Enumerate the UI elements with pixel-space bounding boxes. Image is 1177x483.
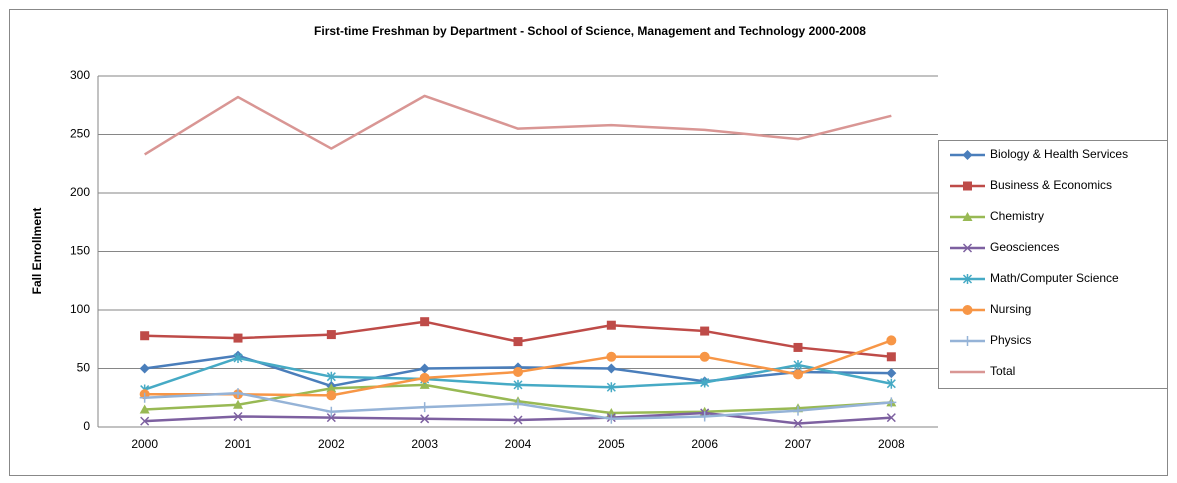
x-tick-label: 2002 (318, 437, 345, 451)
legend-label: Chemistry (990, 209, 1044, 223)
marker (793, 359, 803, 370)
marker (233, 388, 243, 399)
marker (606, 363, 617, 374)
y-tick-label: 150 (70, 244, 90, 258)
marker (233, 352, 243, 363)
legend-label: Biology & Health Services (990, 147, 1128, 161)
marker (962, 274, 973, 284)
y-tick-label: 300 (70, 68, 90, 82)
marker (793, 342, 803, 352)
chart-title: First-time Freshman by Department - Scho… (314, 24, 866, 38)
marker (699, 411, 710, 422)
marker (700, 326, 710, 336)
marker (419, 372, 430, 383)
y-tick-label: 200 (70, 185, 90, 199)
x-tick-label: 2004 (505, 437, 532, 451)
y-tick-label: 50 (77, 361, 91, 375)
legend-label: Math/Computer Science (990, 271, 1119, 285)
marker (419, 363, 430, 374)
x-tick-label: 2001 (225, 437, 252, 451)
marker (606, 382, 616, 393)
marker (606, 351, 617, 362)
marker (962, 212, 973, 221)
marker (419, 402, 430, 413)
marker (606, 413, 617, 424)
marker (513, 415, 523, 425)
marker (513, 379, 523, 390)
marker (513, 398, 523, 409)
x-tick-label: 2007 (785, 437, 812, 451)
marker (233, 399, 243, 409)
marker (420, 414, 430, 424)
x-tick-label: 2008 (878, 437, 905, 451)
marker (513, 367, 523, 378)
marker (962, 243, 973, 253)
x-tick-label: 2003 (411, 437, 438, 451)
marker (326, 390, 337, 401)
marker (963, 181, 972, 191)
y-tick-label: 250 (70, 127, 90, 141)
marker (886, 413, 896, 423)
marker (326, 330, 336, 340)
legend-box (938, 140, 1168, 389)
marker (326, 406, 337, 417)
marker (793, 369, 803, 380)
legend-label: Total (990, 364, 1015, 378)
legend-label: Business & Economics (990, 178, 1112, 192)
x-tick-label: 2006 (691, 437, 718, 451)
marker (886, 368, 897, 379)
x-tick-label: 2000 (131, 437, 158, 451)
marker (140, 416, 150, 426)
marker (419, 379, 430, 389)
marker (962, 150, 973, 160)
y-tick-label: 0 (83, 419, 90, 433)
marker (233, 411, 243, 422)
legend-label: Physics (990, 333, 1031, 347)
legend-label: Geosciences (990, 240, 1059, 254)
marker (886, 352, 896, 362)
marker (139, 392, 150, 403)
marker (140, 331, 150, 341)
marker (326, 383, 337, 393)
marker (139, 404, 150, 414)
marker (326, 371, 336, 382)
marker (962, 305, 973, 315)
x-tick-label: 2005 (598, 437, 625, 451)
marker (699, 351, 710, 362)
marker (513, 337, 523, 347)
legend-label: Nursing (990, 302, 1031, 316)
marker (962, 336, 973, 346)
marker (606, 320, 616, 330)
y-axis-label: Fall Enrollment (30, 208, 44, 295)
marker (700, 377, 710, 388)
marker (886, 378, 896, 389)
marker (886, 335, 897, 346)
series-line (144, 94, 892, 156)
marker (139, 363, 150, 374)
marker (233, 333, 243, 343)
marker (326, 413, 336, 423)
marker (793, 418, 803, 429)
y-tick-label: 100 (70, 302, 90, 316)
marker (793, 405, 803, 416)
marker (886, 397, 897, 408)
marker (420, 317, 430, 327)
